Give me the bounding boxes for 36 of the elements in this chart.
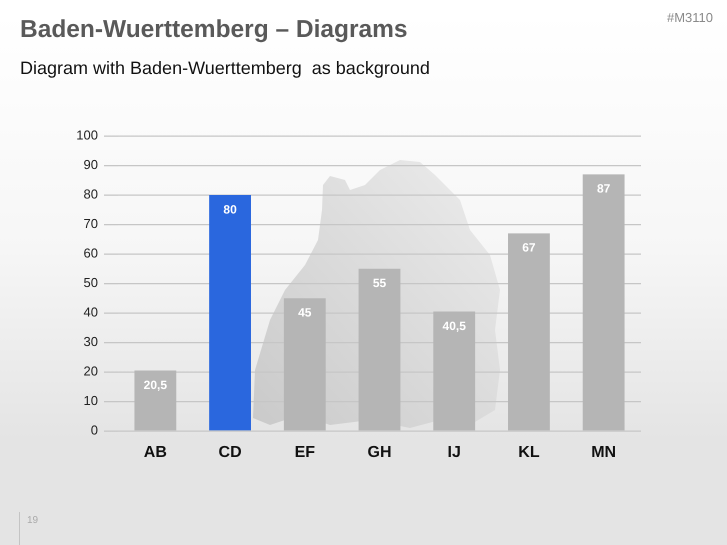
bar (209, 195, 251, 430)
x-tick-label: MN (591, 444, 616, 462)
y-tick-label: 90 (84, 157, 98, 172)
x-tick-label: EF (294, 444, 316, 462)
y-tick-label: 20 (84, 364, 98, 379)
bar (284, 298, 326, 430)
chart-title: Baden-Wuerttemberg – Diagrams (20, 16, 408, 44)
y-tick-label: 10 (84, 393, 98, 408)
bar (582, 174, 625, 430)
bar (433, 312, 476, 430)
x-tick-label: KL (518, 444, 540, 462)
y-tick-label: 30 (84, 334, 98, 350)
data-label: 80 (223, 202, 238, 216)
y-tick-label: 60 (84, 246, 98, 261)
y-tick-label: 0 (90, 422, 98, 438)
y-tick-label: 70 (84, 216, 98, 232)
x-tick-label: AB (144, 444, 167, 462)
x-tick-label: IJ (448, 444, 461, 462)
data-label: 45 (298, 306, 312, 320)
y-tick-label: 50 (84, 275, 98, 290)
data-label: 67 (522, 240, 536, 255)
bar (134, 370, 176, 430)
data-label: 87 (596, 182, 611, 196)
x-tick-label: CD (218, 444, 242, 462)
y-tick-label: 40 (84, 304, 98, 320)
bar (508, 233, 550, 430)
chart-subtitle: Diagram with Baden-Wuerttemberg as background (20, 58, 430, 79)
y-tick-label: 80 (84, 186, 98, 202)
data-label: 55 (372, 276, 386, 290)
data-label: 20,5 (144, 378, 168, 392)
x-tick-label: GH (368, 444, 392, 462)
text: #M3110 (666, 10, 713, 25)
y-tick-label: 100 (76, 128, 98, 143)
data-label: 40,5 (442, 318, 466, 333)
bar (358, 268, 400, 430)
text: 19 (27, 515, 38, 526)
